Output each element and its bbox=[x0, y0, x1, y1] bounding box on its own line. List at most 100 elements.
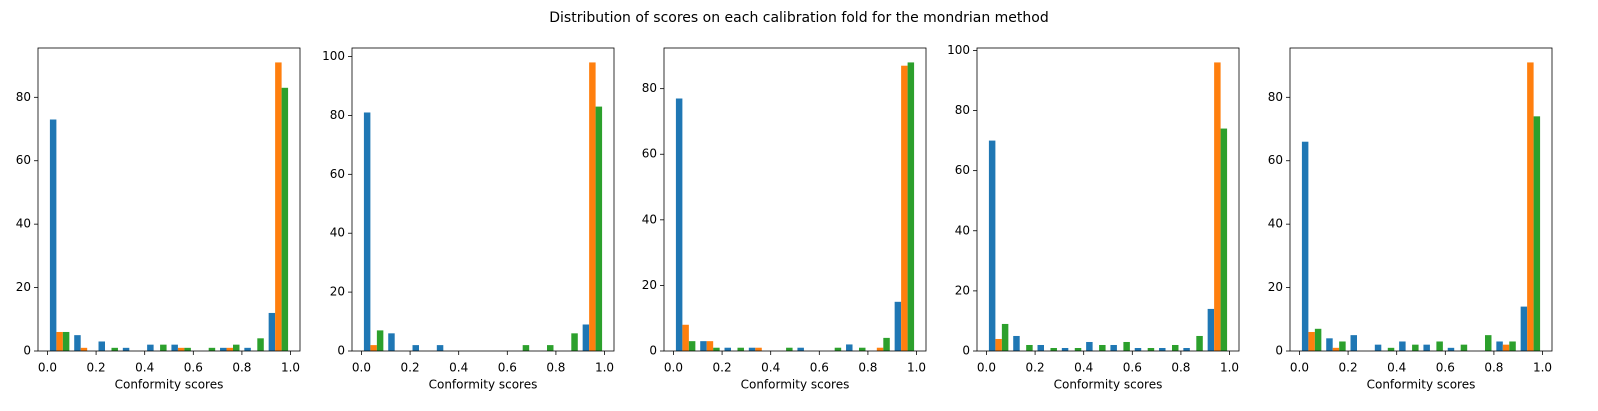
subplot: 0.0 0.2 0.4 0.6 0.8 1.0 0 20 40 60 80 Conformity sc… bbox=[1268, 47, 1553, 392]
x-tick-label: 0.8 bbox=[1171, 361, 1190, 375]
y-tick-label: 60 bbox=[1268, 153, 1283, 167]
bar bbox=[275, 62, 282, 352]
bar bbox=[257, 338, 264, 351]
bar bbox=[436, 345, 444, 351]
bar bbox=[1387, 347, 1395, 351]
bar bbox=[1159, 347, 1166, 351]
bar bbox=[1374, 344, 1382, 351]
x-tick-label: 0.6 bbox=[1123, 361, 1142, 375]
bar bbox=[122, 347, 130, 351]
bar bbox=[700, 341, 707, 351]
subplot: 0.0 0.2 0.4 0.6 0.8 1.0 0 20 40 60 80 Conformity sc… bbox=[16, 47, 301, 392]
x-tick-label: 0.8 bbox=[546, 361, 565, 375]
bar bbox=[894, 301, 902, 351]
y-tick-label: 40 bbox=[642, 212, 657, 226]
y-tick-label: 0 bbox=[962, 344, 970, 358]
y-tick-label: 0 bbox=[649, 344, 657, 358]
bar bbox=[834, 347, 842, 351]
x-tick-label: 1.0 bbox=[1220, 361, 1239, 375]
x-tick-label: 0.8 bbox=[232, 361, 251, 375]
x-tick-label: 0.6 bbox=[498, 361, 517, 375]
bar bbox=[1074, 347, 1082, 351]
x-tick-label: 0.4 bbox=[135, 361, 154, 375]
bar bbox=[376, 330, 384, 351]
y-tick-label: 0 bbox=[23, 344, 31, 358]
bar bbox=[1436, 341, 1443, 351]
bar bbox=[1086, 341, 1093, 351]
bar bbox=[244, 347, 251, 351]
x-tick-label: 0.0 bbox=[38, 361, 57, 375]
bar bbox=[883, 337, 890, 351]
bar bbox=[1183, 347, 1190, 351]
bar bbox=[589, 62, 596, 352]
bar bbox=[233, 344, 240, 351]
x-axis-label: Conformity scores bbox=[429, 378, 538, 392]
bar bbox=[1527, 62, 1534, 352]
bar bbox=[1412, 344, 1419, 351]
bar bbox=[1001, 323, 1009, 351]
bar bbox=[98, 341, 105, 351]
bar bbox=[1301, 141, 1309, 351]
x-tick-label: 1.0 bbox=[281, 361, 300, 375]
x-tick-label: 0.4 bbox=[449, 361, 468, 375]
x-tick-label: 1.0 bbox=[907, 361, 926, 375]
bar bbox=[62, 331, 70, 351]
bar bbox=[1447, 347, 1455, 351]
y-tick-label: 60 bbox=[955, 163, 970, 177]
bar bbox=[363, 112, 371, 351]
axes-frame bbox=[1289, 47, 1553, 352]
bar bbox=[177, 347, 185, 351]
bar bbox=[1026, 344, 1033, 351]
bar bbox=[220, 347, 227, 351]
figure-title: Distribution of scores on each calibrati… bbox=[549, 10, 1049, 26]
bar bbox=[1314, 328, 1322, 351]
x-tick-label: 0.4 bbox=[1074, 361, 1093, 375]
bar bbox=[1013, 335, 1020, 351]
bar bbox=[1423, 344, 1430, 351]
x-tick-label: 1.0 bbox=[1533, 361, 1552, 375]
x-tick-label: 0.2 bbox=[87, 361, 106, 375]
x-tick-label: 0.2 bbox=[713, 361, 732, 375]
y-tick-label: 40 bbox=[330, 226, 345, 240]
y-tick-label: 20 bbox=[1268, 280, 1283, 294]
bar bbox=[1061, 347, 1069, 351]
bar bbox=[80, 347, 88, 351]
y-tick-label: 40 bbox=[1268, 217, 1283, 231]
bar bbox=[748, 347, 756, 351]
bar bbox=[1134, 347, 1142, 351]
x-axis-label: Conformity scores bbox=[1054, 378, 1163, 392]
bar bbox=[595, 106, 603, 352]
bar bbox=[755, 347, 762, 351]
y-tick-label: 100 bbox=[947, 43, 970, 57]
y-tick-label: 80 bbox=[642, 81, 657, 95]
axes-frame bbox=[37, 47, 301, 352]
bar bbox=[281, 87, 289, 351]
bar bbox=[1502, 344, 1510, 351]
bar bbox=[1147, 347, 1155, 351]
y-tick-label: 20 bbox=[16, 280, 31, 294]
axes-frame bbox=[663, 47, 927, 352]
bar bbox=[370, 345, 377, 351]
x-tick-label: 0.8 bbox=[858, 361, 877, 375]
bar bbox=[1099, 344, 1106, 351]
bar bbox=[688, 341, 696, 351]
y-tick-label: 80 bbox=[16, 90, 31, 104]
y-tick-label: 60 bbox=[642, 147, 657, 161]
y-tick-label: 80 bbox=[955, 103, 970, 117]
axes-frame bbox=[976, 47, 1240, 352]
bar bbox=[74, 335, 81, 351]
bar bbox=[1050, 347, 1057, 351]
y-tick-label: 0 bbox=[1275, 344, 1283, 358]
bar bbox=[571, 333, 578, 351]
x-tick-label: 0.8 bbox=[1484, 361, 1503, 375]
bar bbox=[147, 344, 154, 351]
bar bbox=[1399, 341, 1406, 351]
bar bbox=[706, 341, 714, 351]
bar bbox=[184, 347, 191, 351]
bar bbox=[49, 119, 57, 351]
bar bbox=[522, 345, 530, 351]
bar bbox=[1220, 128, 1228, 351]
bar bbox=[1110, 344, 1117, 351]
bar bbox=[268, 312, 276, 351]
